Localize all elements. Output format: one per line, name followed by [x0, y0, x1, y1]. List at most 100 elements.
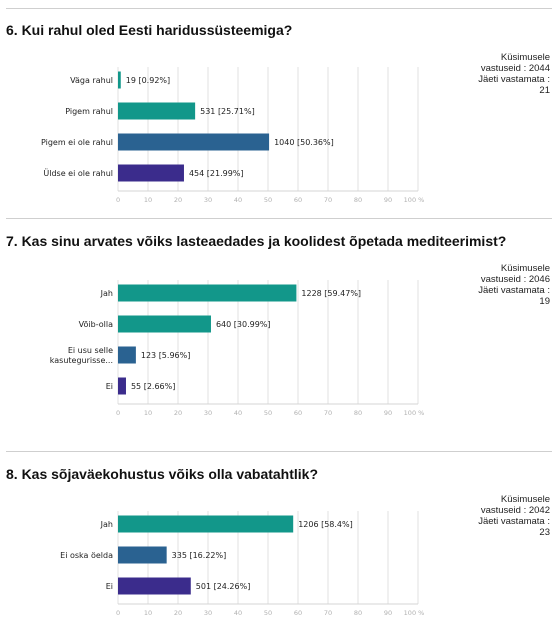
category-label-line: Jah [100, 289, 113, 298]
data-label: 531 [25.71%] [200, 107, 255, 116]
bar-chart-q6: Väga rahul 19 [0.92%] Pigem rahul 531 [25.7… [41, 67, 424, 204]
category-label: Jah [100, 520, 113, 529]
x-tick-label: 100 % [404, 196, 425, 204]
question-title: 7. Kas sinu arvates võiks lasteaedades j… [6, 233, 507, 249]
category-label: Ei oska öelda [60, 551, 113, 560]
response-stats: Küsimusele vastuseid : 2044 Jäeti vastam… [440, 52, 550, 96]
skipped-count: 19 [539, 296, 550, 307]
x-tick-label: 60 [294, 409, 302, 417]
answered-label: Küsimusele [500, 494, 550, 505]
category-label-line: kasutegurisse... [50, 356, 113, 365]
bar [118, 315, 211, 333]
category-label: Jah [100, 289, 113, 298]
x-tick-label: 40 [234, 609, 242, 617]
category-label-line: Jah [100, 520, 113, 529]
category-label: Ei [106, 582, 113, 591]
response-stats: Küsimusele vastuseid : 2042 Jäeti vastam… [440, 494, 550, 538]
data-label: 640 [30.99%] [216, 320, 271, 329]
answered-count: vastuseid : 2044 [480, 63, 550, 74]
category-label-line: Ei [106, 582, 113, 591]
x-tick-label: 50 [264, 196, 272, 204]
bar [118, 164, 184, 182]
skipped-label: Jäeti vastamata : [478, 516, 550, 527]
x-tick-label: 40 [234, 196, 242, 204]
category-label-line: Ei [106, 382, 113, 391]
x-tick-label: 0 [116, 409, 120, 417]
x-tick-label: 100 % [404, 609, 425, 617]
category-label: Pigem ei ole rahul [41, 138, 113, 147]
data-label: 19 [0.92%] [126, 76, 170, 85]
x-tick-label: 90 [384, 196, 392, 204]
category-label-line: Pigem ei ole rahul [41, 138, 113, 147]
x-tick-label: 20 [174, 196, 182, 204]
x-tick-label: 80 [354, 196, 362, 204]
category-label-line: Ei usu selle [68, 346, 113, 355]
section-divider [6, 451, 552, 452]
x-tick-label: 70 [324, 196, 332, 204]
x-tick-label: 30 [204, 409, 212, 417]
x-tick-label: 10 [144, 196, 152, 204]
category-label: Pigem rahul [65, 107, 113, 116]
bar [118, 346, 136, 364]
x-tick-label: 70 [324, 409, 332, 417]
category-label: Ei [106, 382, 113, 391]
x-tick-label: 30 [204, 196, 212, 204]
x-tick-label: 30 [204, 609, 212, 617]
x-tick-label: 10 [144, 609, 152, 617]
category-label-line: Väga rahul [70, 76, 113, 85]
question-title: 6. Kui rahul oled Eesti haridussüsteemig… [6, 22, 293, 38]
data-label: 1228 [59.47%] [301, 289, 361, 298]
bar-chart-q8: Jah 1206 [58.4%] Ei oska öelda 335 [16.22%]… [60, 511, 424, 617]
category-label-line: Üldse ei ole rahul [43, 168, 113, 178]
response-stats: Küsimusele vastuseid : 2046 Jäeti vastam… [440, 263, 550, 307]
skipped-count: 21 [539, 85, 550, 96]
data-label: 501 [24.26%] [196, 582, 251, 591]
data-label: 454 [21.99%] [189, 169, 244, 178]
x-tick-label: 90 [384, 409, 392, 417]
category-label: Väga rahul [70, 76, 113, 85]
x-tick-label: 10 [144, 409, 152, 417]
section-divider [6, 8, 552, 9]
x-tick-label: 80 [354, 609, 362, 617]
x-tick-label: 0 [116, 609, 120, 617]
x-tick-label: 40 [234, 409, 242, 417]
answered-label: Küsimusele [500, 263, 550, 274]
skipped-count: 23 [539, 527, 550, 538]
data-label: 1206 [58.4%] [298, 520, 353, 529]
data-label: 335 [16.22%] [172, 551, 227, 560]
bar [118, 515, 294, 533]
x-tick-label: 90 [384, 609, 392, 617]
x-tick-label: 0 [116, 196, 120, 204]
x-tick-label: 100 % [404, 409, 425, 417]
category-label-line: Ei oska öelda [60, 551, 113, 560]
bar [118, 577, 191, 595]
category-label-line: Pigem rahul [65, 107, 113, 116]
section-divider [6, 218, 552, 219]
x-tick-label: 20 [174, 609, 182, 617]
skipped-label: Jäeti vastamata : [478, 285, 550, 296]
data-label: 1040 [50.36%] [274, 138, 334, 147]
answered-count: vastuseid : 2042 [480, 505, 550, 516]
x-tick-label: 60 [294, 609, 302, 617]
x-tick-label: 20 [174, 409, 182, 417]
bar [118, 102, 196, 120]
bar [118, 133, 270, 151]
bar [118, 546, 167, 564]
x-tick-label: 50 [264, 609, 272, 617]
x-tick-label: 80 [354, 409, 362, 417]
bar-chart-q7: Jah 1228 [59.47%] Võib-olla 640 [30.99%] Ei … [50, 280, 424, 417]
category-label: Üldse ei ole rahul [43, 168, 113, 178]
category-label-line: Võib-olla [79, 320, 113, 329]
answered-label: Küsimusele [500, 52, 550, 63]
x-tick-label: 70 [324, 609, 332, 617]
question-title: 8. Kas sõjaväekohustus võiks olla vabata… [6, 466, 319, 482]
skipped-label: Jäeti vastamata : [478, 74, 550, 85]
data-label: 123 [5.96%] [141, 351, 190, 360]
answered-count: vastuseid : 2046 [480, 274, 550, 285]
data-label: 55 [2.66%] [131, 382, 175, 391]
x-tick-label: 50 [264, 409, 272, 417]
bar [118, 284, 297, 302]
category-label: Võib-olla [79, 320, 113, 329]
bar [118, 377, 126, 395]
bar [118, 71, 121, 89]
